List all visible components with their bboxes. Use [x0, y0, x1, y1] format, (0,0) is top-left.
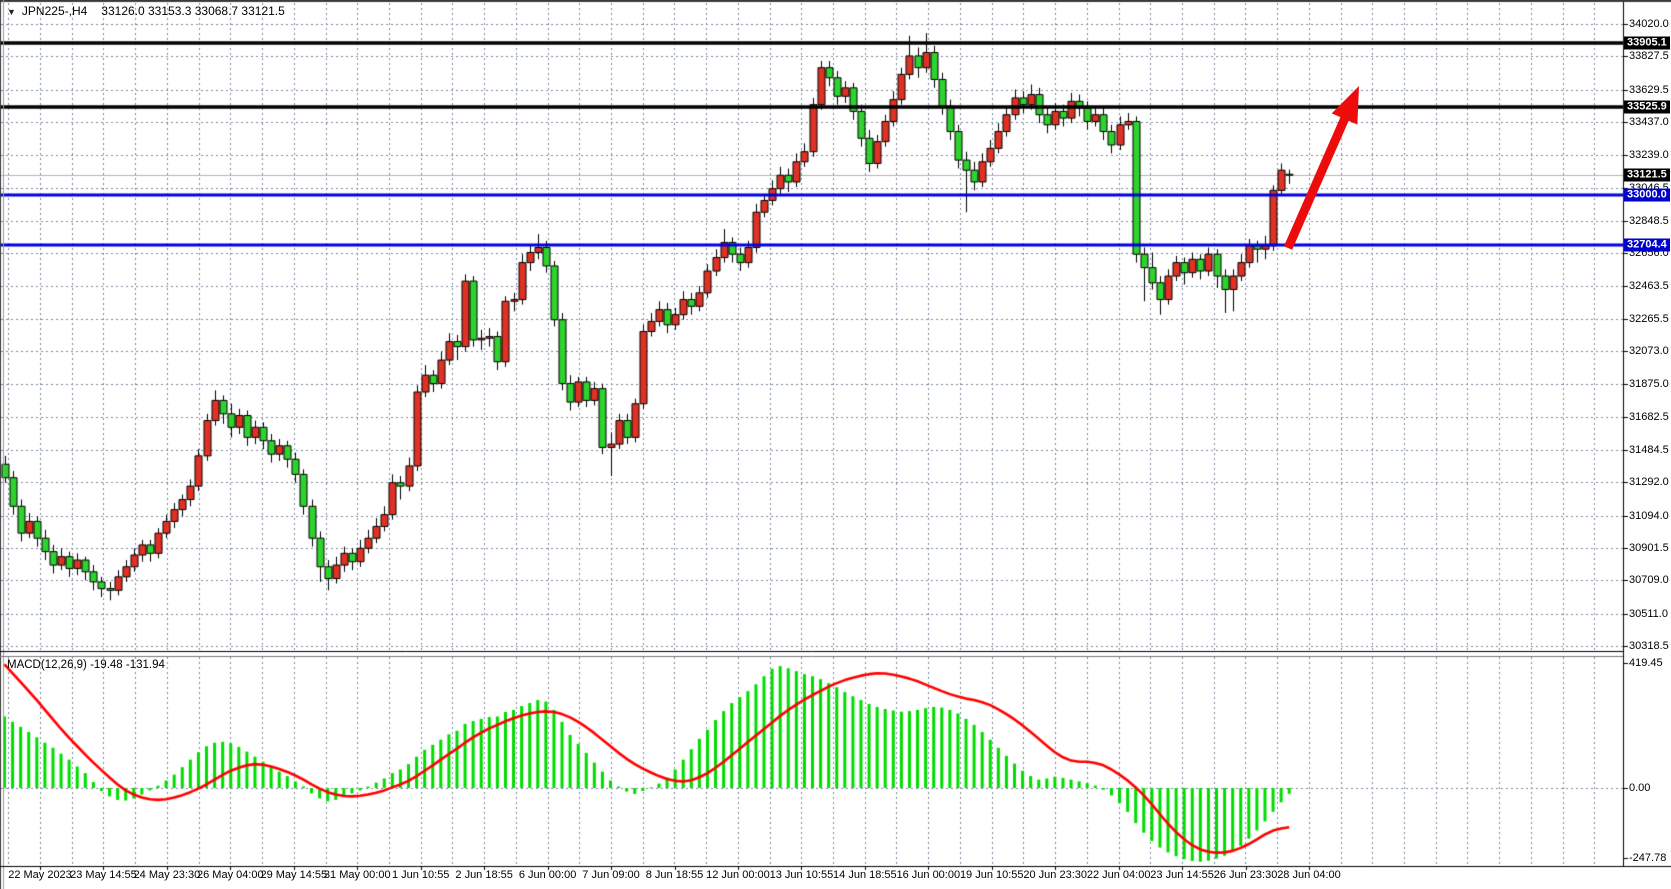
trading-chart-window: { "window": { "dropdown_icon": "\u25BC",… [0, 0, 1671, 889]
price-chart-canvas[interactable] [0, 0, 1671, 889]
